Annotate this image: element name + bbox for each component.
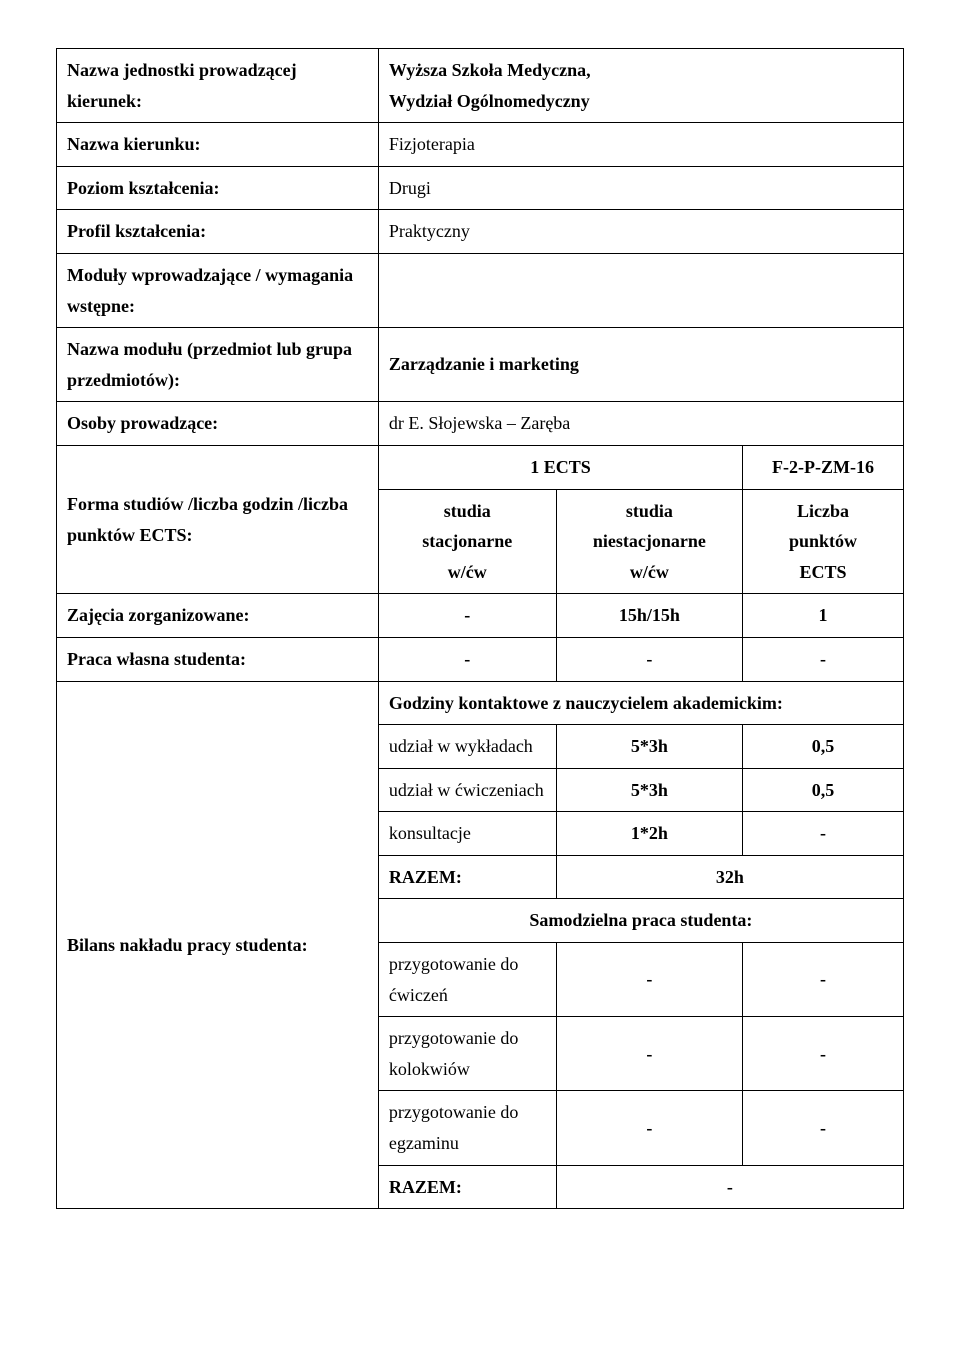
total2-label: RAZEM: [378,1165,556,1209]
ownwork-nonstationary: - [556,637,742,681]
level-label: Poziom kształcenia: [57,166,379,210]
prep-ex-label: przygotowanie do ćwiczeń [378,943,556,1017]
form-label: Forma studiów /liczba godzin /liczba pun… [57,445,379,593]
col-nonstationary-l1: studia [626,501,673,521]
instructors-label: Osoby prowadzące: [57,402,379,446]
prep-col-hours: - [556,1017,742,1091]
organized-nonstationary: 15h/15h [556,594,742,638]
profile-label: Profil kształcenia: [57,210,379,254]
consult-label: konsultacje [378,812,556,856]
consult-ects: - [743,812,904,856]
balance-label: Bilans nakładu pracy studenta: [57,681,379,1209]
code-header: F-2-P-ZM-16 [743,445,904,489]
col-ects-l1: Liczba [797,501,849,521]
instructors-value: dr E. Słojewska – Zaręba [378,402,903,446]
module-label: Nazwa modułu (przedmiot lub grupa przedm… [57,328,379,402]
direction-label: Nazwa kierunku: [57,123,379,167]
prep-exam-hours: - [556,1091,742,1165]
col-nonstationary: studia niestacjonarne w/ćw [556,489,742,594]
organized-stationary: - [378,594,556,638]
syllabus-table: Nazwa jednostki prowadzącej kierunek: Wy… [56,48,904,1209]
self-header: Samodzielna praca studenta: [378,899,903,943]
col-ects-l2: punktów [789,531,857,551]
col-nonstationary-l2: niestacjonarne [593,531,706,551]
lectures-label: udział w wykładach [378,725,556,769]
exercises-hours: 5*3h [556,768,742,812]
unit-value: Wyższa Szkoła Medyczna, Wydział Ogólnome… [378,49,903,123]
profile-value: Praktyczny [378,210,903,254]
lectures-hours: 5*3h [556,725,742,769]
consult-hours: 1*2h [556,812,742,856]
prep-col-ects: - [743,1017,904,1091]
prep-col-label: przygotowanie do kolokwiów [378,1017,556,1091]
ownwork-stationary: - [378,637,556,681]
contact-header: Godziny kontaktowe z nauczycielem akadem… [378,681,903,725]
col-stationary-l3: w/ćw [448,562,487,582]
col-stationary: studia stacjonarne w/ćw [378,489,556,594]
level-value: Drugi [378,166,903,210]
unit-label: Nazwa jednostki prowadzącej kierunek: [57,49,379,123]
unit-value-line2: Wydział Ogólnomedyczny [389,91,590,111]
unit-value-line1: Wyższa Szkoła Medyczna, [389,60,591,80]
col-stationary-l2: stacjonarne [422,531,512,551]
prep-ex-ects: - [743,943,904,1017]
organized-label: Zajęcia zorganizowane: [57,594,379,638]
exercises-ects: 0,5 [743,768,904,812]
organized-ects: 1 [743,594,904,638]
module-value: Zarządzanie i marketing [378,328,903,402]
prereq-label: Moduły wprowadzające / wymagania wstępne… [57,253,379,327]
lectures-ects: 0,5 [743,725,904,769]
col-nonstationary-l3: w/ćw [630,562,669,582]
exercises-label: udział w ćwiczeniach [378,768,556,812]
direction-value: Fizjoterapia [378,123,903,167]
total2-hours: - [556,1165,903,1209]
col-stationary-l1: studia [444,501,491,521]
prep-ex-hours: - [556,943,742,1017]
total-label: RAZEM: [378,855,556,899]
total-hours: 32h [556,855,903,899]
ownwork-ects: - [743,637,904,681]
ownwork-label: Praca własna studenta: [57,637,379,681]
prep-exam-ects: - [743,1091,904,1165]
ects-header: 1 ECTS [378,445,742,489]
col-ects-l3: ECTS [800,562,847,582]
col-ects: Liczba punktów ECTS [743,489,904,594]
prep-exam-label: przygotowanie do egzaminu [378,1091,556,1165]
prereq-value [378,253,903,327]
